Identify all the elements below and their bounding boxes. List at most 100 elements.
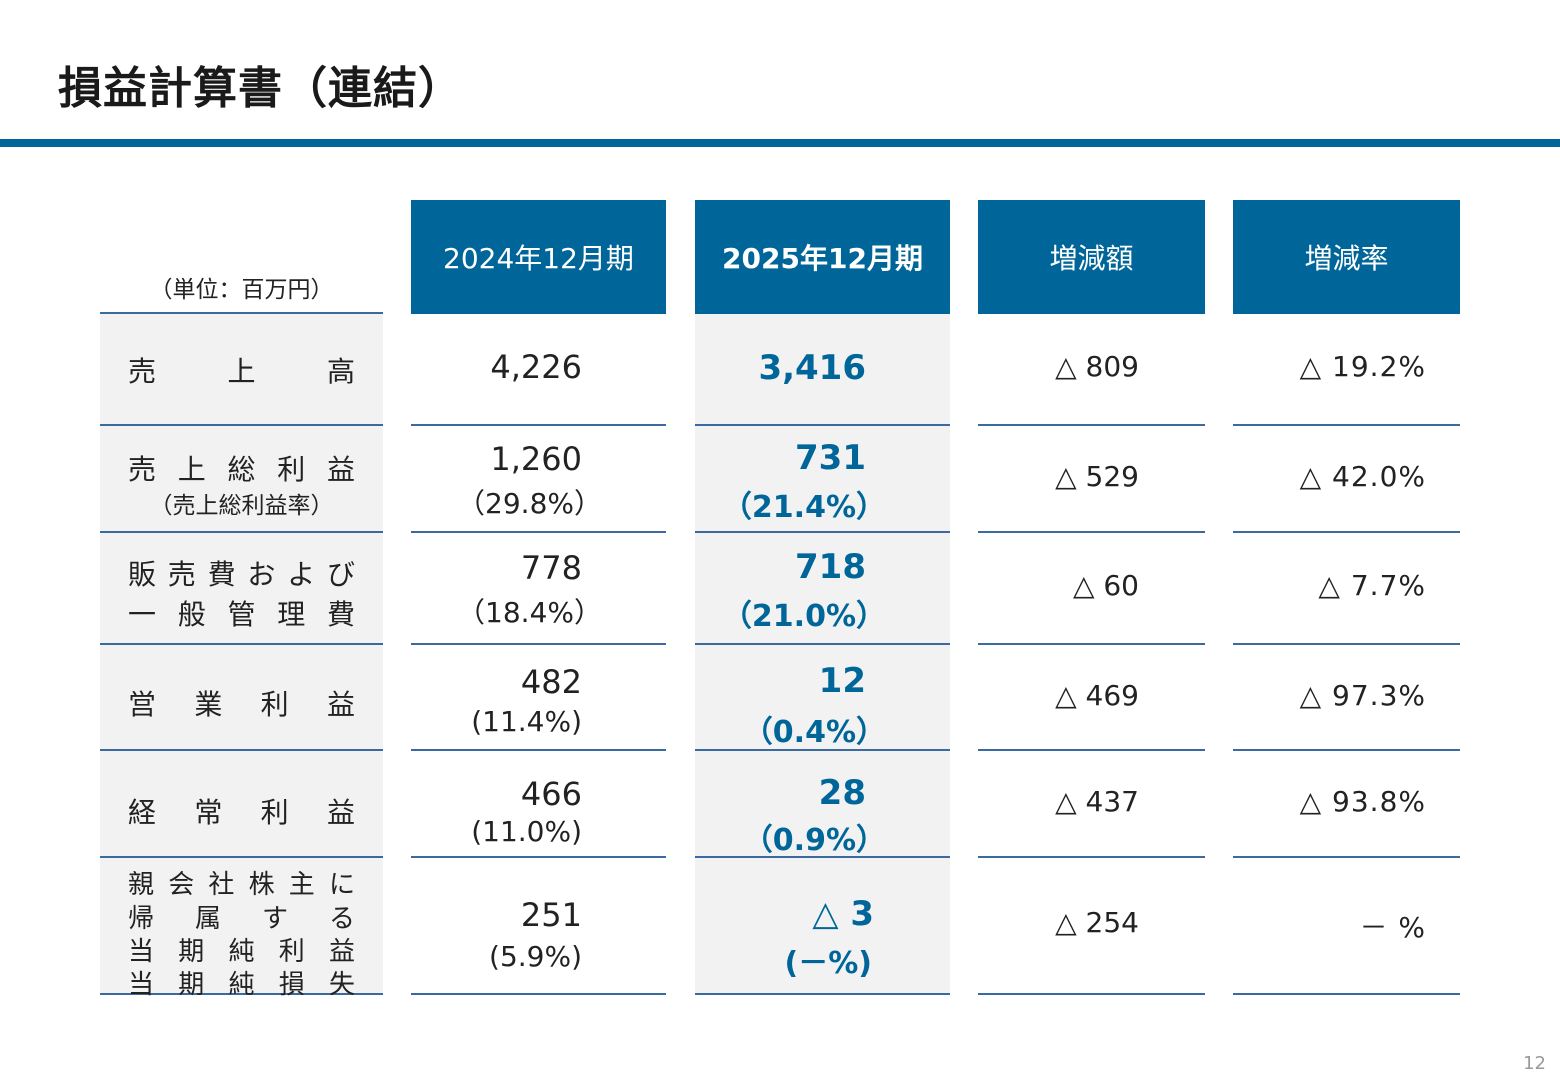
label-char: に — [328, 870, 355, 900]
cell-rate-gross-profit: △ 42.0% — [1233, 426, 1460, 533]
label-char: 会 — [168, 870, 195, 900]
value: 12 — [818, 661, 866, 701]
value: 3,416 — [758, 348, 866, 388]
label-char: 属 — [194, 904, 221, 934]
label-char: 益 — [326, 453, 355, 486]
row-label-operating-income: 営 業 利 益 — [100, 645, 383, 751]
cell-rate-ordinary-income: △ 93.8% — [1233, 751, 1460, 858]
label-char: 利 — [278, 937, 305, 967]
value: △ 3 — [812, 894, 874, 934]
label-char: 当 — [128, 937, 155, 967]
value: 718 — [795, 547, 866, 587]
cell-2024-operating-income: 482 (11.4%) — [411, 645, 666, 751]
label-char: 管 — [227, 598, 256, 631]
label-char: 売 — [128, 355, 157, 388]
cell-2024-net-income: 251 (5.9%) — [411, 858, 666, 995]
cell-diff-sga: △ 60 — [978, 533, 1205, 645]
cell-2024-ordinary-income: 466 (11.0%) — [411, 751, 666, 858]
row-label-gross-profit: 売 上 総 利 益 （売上総利益率） — [100, 426, 383, 533]
label-char: 期 — [178, 937, 205, 967]
label-char: 常 — [194, 796, 223, 829]
cell-rate-sga: △ 7.7% — [1233, 533, 1460, 645]
ratio: （29.8%） — [457, 487, 602, 520]
label-char: 純 — [228, 937, 255, 967]
ratio: (11.4%) — [471, 705, 582, 738]
label-char: 帰 — [128, 904, 155, 934]
value: 482 — [520, 663, 582, 701]
label-char: 益 — [326, 688, 355, 721]
row-label-net-income: 親 会 社 株 主 に 帰 属 す る 当 期 純 利 益 当 期 純 損 失 — [100, 858, 383, 1000]
ratio: (5.9%) — [489, 940, 582, 973]
row-label-net-sales: 売 上 高 — [100, 314, 383, 426]
title-divider — [0, 139, 1560, 147]
value: 4,226 — [490, 348, 582, 386]
page-number: 12 — [1523, 1053, 1546, 1074]
label-char: 株 — [248, 870, 275, 900]
label-char: 期 — [178, 970, 205, 1000]
value: △ 529 — [1055, 460, 1139, 493]
cell-diff-net-sales: △ 809 — [978, 314, 1205, 426]
value: 28 — [818, 773, 866, 813]
label-char: 経 — [128, 796, 157, 829]
cell-rate-operating-income: △ 97.3% — [1233, 645, 1460, 751]
value: 1,260 — [490, 440, 582, 478]
unit-label: （単位：百万円） — [149, 277, 334, 303]
label-char: 費 — [207, 558, 236, 591]
label-char: 理 — [277, 598, 306, 631]
cell-2025-net-sales: 3,416 — [695, 314, 950, 426]
label-char: 親 — [128, 870, 155, 900]
label-char: 業 — [194, 688, 223, 721]
cell-2024-net-sales: 4,226 — [411, 314, 666, 426]
cell-2025-sga: 718 （21.0%） — [695, 533, 950, 645]
label-char: び — [326, 558, 355, 591]
label-char: 社 — [208, 870, 235, 900]
label-sub: （売上総利益率） — [149, 493, 334, 519]
label-char: 販 — [128, 558, 157, 591]
label-char: 益 — [328, 937, 355, 967]
label-char: 利 — [260, 796, 289, 829]
value: △ 437 — [1055, 785, 1139, 818]
label-char: 費 — [326, 598, 355, 631]
value: 251 — [520, 896, 582, 934]
ratio: (11.0%) — [471, 815, 582, 848]
cell-rate-net-sales: △ 19.2% — [1233, 314, 1460, 426]
label-char: 売 — [128, 453, 157, 486]
ratio: （0.4%） — [742, 715, 886, 750]
label-char: 営 — [128, 688, 157, 721]
value: △ 809 — [1055, 350, 1139, 383]
value: 778 — [520, 549, 582, 587]
header-2024: 2024年12月期 — [411, 200, 666, 314]
label-char: 総 — [227, 453, 256, 486]
label-char: 般 — [177, 598, 206, 631]
cell-diff-gross-profit: △ 529 — [978, 426, 1205, 533]
value: △ 19.2% — [1299, 350, 1426, 383]
value: △ 93.8% — [1299, 785, 1426, 818]
label-char: 当 — [128, 970, 155, 1000]
value: △ 42.0% — [1299, 460, 1426, 493]
cell-2025-operating-income: 12 （0.4%） — [695, 645, 950, 751]
value: 731 — [795, 438, 866, 478]
label-char: 主 — [288, 870, 315, 900]
cell-2025-ordinary-income: 28 （0.9%） — [695, 751, 950, 858]
value: △ 254 — [1055, 906, 1139, 939]
label-char: 利 — [260, 688, 289, 721]
cell-diff-operating-income: △ 469 — [978, 645, 1205, 751]
ratio: (－%) — [784, 946, 872, 981]
label-char: 一 — [128, 598, 157, 631]
cell-rate-net-income: － % — [1233, 858, 1460, 995]
ratio: （0.9%） — [742, 823, 886, 858]
value: △ 7.7% — [1318, 569, 1426, 602]
label-char: よ — [287, 558, 316, 591]
label-char: 失 — [328, 970, 355, 1000]
page-title: 損益計算書（連結） — [58, 63, 463, 114]
table-top-rule — [100, 312, 383, 314]
cell-diff-ordinary-income: △ 437 — [978, 751, 1205, 858]
value: － % — [1359, 911, 1426, 944]
cell-2025-net-income: △ 3 (－%) — [695, 858, 950, 995]
cell-2024-gross-profit: 1,260 （29.8%） — [411, 426, 666, 533]
ratio: （21.4%） — [721, 490, 886, 525]
value: △ 60 — [1072, 569, 1139, 602]
cell-2024-sga: 778 （18.4%） — [411, 533, 666, 645]
label-char: 利 — [277, 453, 306, 486]
header-2025: 2025年12月期 — [695, 200, 950, 314]
